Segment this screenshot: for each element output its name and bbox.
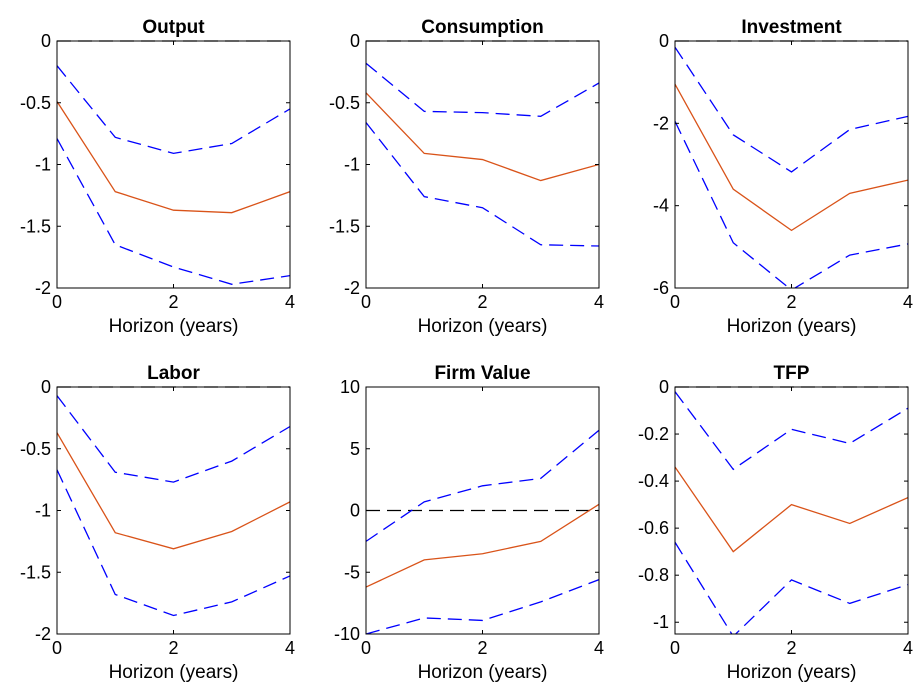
series-line-upper-band	[675, 391, 908, 471]
x-tick-label: 2	[168, 292, 178, 312]
y-tick-label: -0.8	[638, 565, 669, 585]
x-tick-label: 0	[361, 292, 371, 312]
y-tick-label: -1	[344, 155, 360, 175]
x-tick-label: 0	[670, 638, 680, 658]
chart-title: Investment	[741, 17, 842, 38]
y-tick-label: -6	[653, 278, 669, 298]
y-tick-label: -1.5	[20, 562, 51, 582]
y-tick-label: -0.6	[638, 518, 669, 538]
x-axis-label: Horizon (years)	[727, 662, 857, 683]
chart-title: TFP	[774, 363, 810, 384]
series-line-point-estimate	[366, 92, 599, 182]
series-line-point-estimate	[57, 432, 290, 550]
series-line-lower-band	[57, 138, 290, 285]
plot-frame	[56, 386, 291, 635]
series-group	[57, 395, 290, 617]
x-tick-label: 4	[903, 638, 913, 658]
x-tick-label: 2	[168, 638, 178, 658]
series-line-upper-band	[366, 62, 599, 117]
x-tick-label: 0	[361, 638, 371, 658]
y-tick-label: 10	[340, 377, 360, 397]
series-line-lower-band	[675, 120, 908, 288]
y-tick-label: 0	[350, 501, 360, 521]
series-line-point-estimate	[675, 466, 908, 553]
x-tick-label: 4	[903, 292, 913, 312]
y-tick-label: 0	[41, 31, 51, 51]
y-tick-label: -10	[334, 624, 360, 644]
y-tick-label: -1	[35, 155, 51, 175]
series-line-lower-band	[366, 122, 599, 247]
y-tick-label: -0.5	[20, 93, 51, 113]
series-line-lower-band	[675, 541, 908, 634]
y-tick-label: 0	[659, 31, 669, 51]
series-line-lower-band	[366, 579, 599, 634]
chart-title: Firm Value	[434, 363, 530, 384]
y-tick-label: -2	[653, 113, 669, 133]
y-tick-label: 5	[350, 439, 360, 459]
x-tick-label: 0	[670, 292, 680, 312]
series-group	[57, 65, 290, 285]
y-tick-label: -1	[653, 612, 669, 632]
series-line-point-estimate	[57, 101, 290, 214]
chart-title: Output	[142, 17, 205, 38]
y-tick-label: -0.2	[638, 424, 669, 444]
series-line-upper-band	[675, 46, 908, 173]
plot-frame	[674, 386, 909, 635]
x-axis-label: Horizon (years)	[418, 316, 548, 337]
x-tick-label: 4	[594, 292, 604, 312]
series-group	[675, 391, 908, 634]
series-line-upper-band	[366, 429, 599, 542]
series-group	[675, 46, 908, 288]
plot-frame	[56, 40, 291, 289]
x-tick-label: 0	[52, 292, 62, 312]
chart-title: Consumption	[421, 17, 543, 38]
x-tick-label: 2	[477, 638, 487, 658]
y-tick-label: 0	[41, 377, 51, 397]
x-axis-label: Horizon (years)	[109, 662, 239, 683]
series-line-upper-band	[57, 65, 290, 155]
x-tick-label: 0	[52, 638, 62, 658]
plot-frame	[365, 40, 600, 289]
x-axis-label: Horizon (years)	[727, 316, 857, 337]
y-tick-label: -5	[344, 562, 360, 582]
x-tick-label: 2	[786, 638, 796, 658]
series-group	[366, 62, 599, 247]
x-tick-label: 4	[285, 292, 295, 312]
x-tick-label: 2	[786, 292, 796, 312]
y-tick-label: -0.5	[329, 93, 360, 113]
y-tick-label: -2	[35, 278, 51, 298]
series-line-point-estimate	[675, 83, 908, 232]
y-tick-label: -2	[344, 278, 360, 298]
y-tick-label: -1.5	[329, 216, 360, 236]
x-tick-label: 4	[285, 638, 295, 658]
y-tick-label: 0	[659, 377, 669, 397]
y-tick-label: -4	[653, 196, 669, 216]
series-line-lower-band	[57, 469, 290, 617]
y-tick-label: -1.5	[20, 216, 51, 236]
y-tick-label: 0	[350, 31, 360, 51]
series-line-upper-band	[57, 395, 290, 483]
y-tick-label: -2	[35, 624, 51, 644]
y-tick-label: -1	[35, 501, 51, 521]
y-tick-label: -0.4	[638, 471, 669, 491]
series-group	[366, 429, 599, 634]
x-axis-label: Horizon (years)	[109, 316, 239, 337]
chart-title: Labor	[147, 363, 200, 384]
series-line-point-estimate	[366, 503, 599, 588]
x-axis-label: Horizon (years)	[418, 662, 548, 683]
x-tick-label: 2	[477, 292, 487, 312]
y-tick-label: -0.5	[20, 439, 51, 459]
x-tick-label: 4	[594, 638, 604, 658]
